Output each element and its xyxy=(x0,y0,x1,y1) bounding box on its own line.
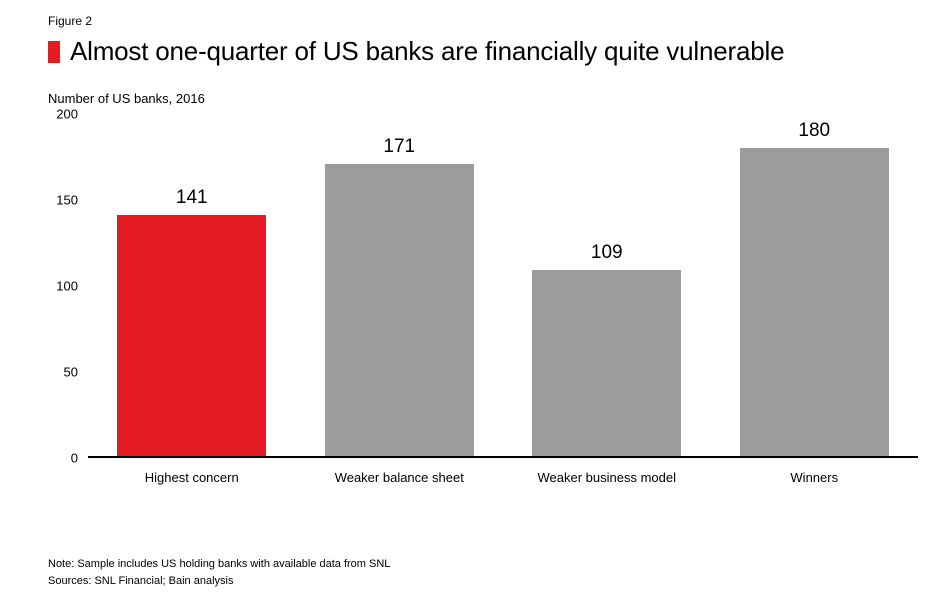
footnote-note: Note: Sample includes US holding banks w… xyxy=(48,556,390,573)
bar-slot: 180 xyxy=(711,114,919,456)
y-tick-label: 200 xyxy=(44,107,78,122)
chart-subtitle: Number of US banks, 2016 xyxy=(48,91,918,106)
x-axis-labels: Highest concernWeaker balance sheetWeake… xyxy=(88,462,918,494)
x-axis-label: Weaker business model xyxy=(503,462,711,494)
red-marker-icon xyxy=(48,41,60,63)
x-axis-label: Winners xyxy=(711,462,919,494)
figure-container: Figure 2 Almost one-quarter of US banks … xyxy=(48,14,918,494)
x-axis-baseline xyxy=(88,456,918,458)
plot-region: 141 171 109 180 xyxy=(88,114,918,458)
bar-value-label: 171 xyxy=(383,136,415,158)
chart-area: 050100150200 141 171 109 180 Highest concer… xyxy=(48,114,918,494)
bar: 171 xyxy=(325,164,474,456)
y-tick-label: 100 xyxy=(44,279,78,294)
bar: 180 xyxy=(740,148,889,456)
bar-slot: 171 xyxy=(296,114,504,456)
figure-label: Figure 2 xyxy=(48,14,918,28)
x-axis-label: Weaker balance sheet xyxy=(296,462,504,494)
bar-slot: 109 xyxy=(503,114,711,456)
y-tick-label: 0 xyxy=(44,451,78,466)
bar-value-label: 109 xyxy=(591,242,623,264)
bar-value-label: 141 xyxy=(176,187,208,209)
footnotes: Note: Sample includes US holding banks w… xyxy=(48,556,390,589)
y-axis: 050100150200 xyxy=(48,114,84,458)
bar-value-label: 180 xyxy=(798,120,830,142)
footnote-sources: Sources: SNL Financial; Bain analysis xyxy=(48,573,390,590)
title-row: Almost one-quarter of US banks are finan… xyxy=(48,36,918,67)
x-axis-label: Highest concern xyxy=(88,462,296,494)
bar-slot: 141 xyxy=(88,114,296,456)
y-tick-label: 150 xyxy=(44,193,78,208)
bars-container: 141 171 109 180 xyxy=(88,114,918,456)
bar: 141 xyxy=(117,215,266,456)
bar: 109 xyxy=(532,270,681,456)
y-tick-label: 50 xyxy=(44,365,78,380)
chart-title: Almost one-quarter of US banks are finan… xyxy=(70,36,784,67)
